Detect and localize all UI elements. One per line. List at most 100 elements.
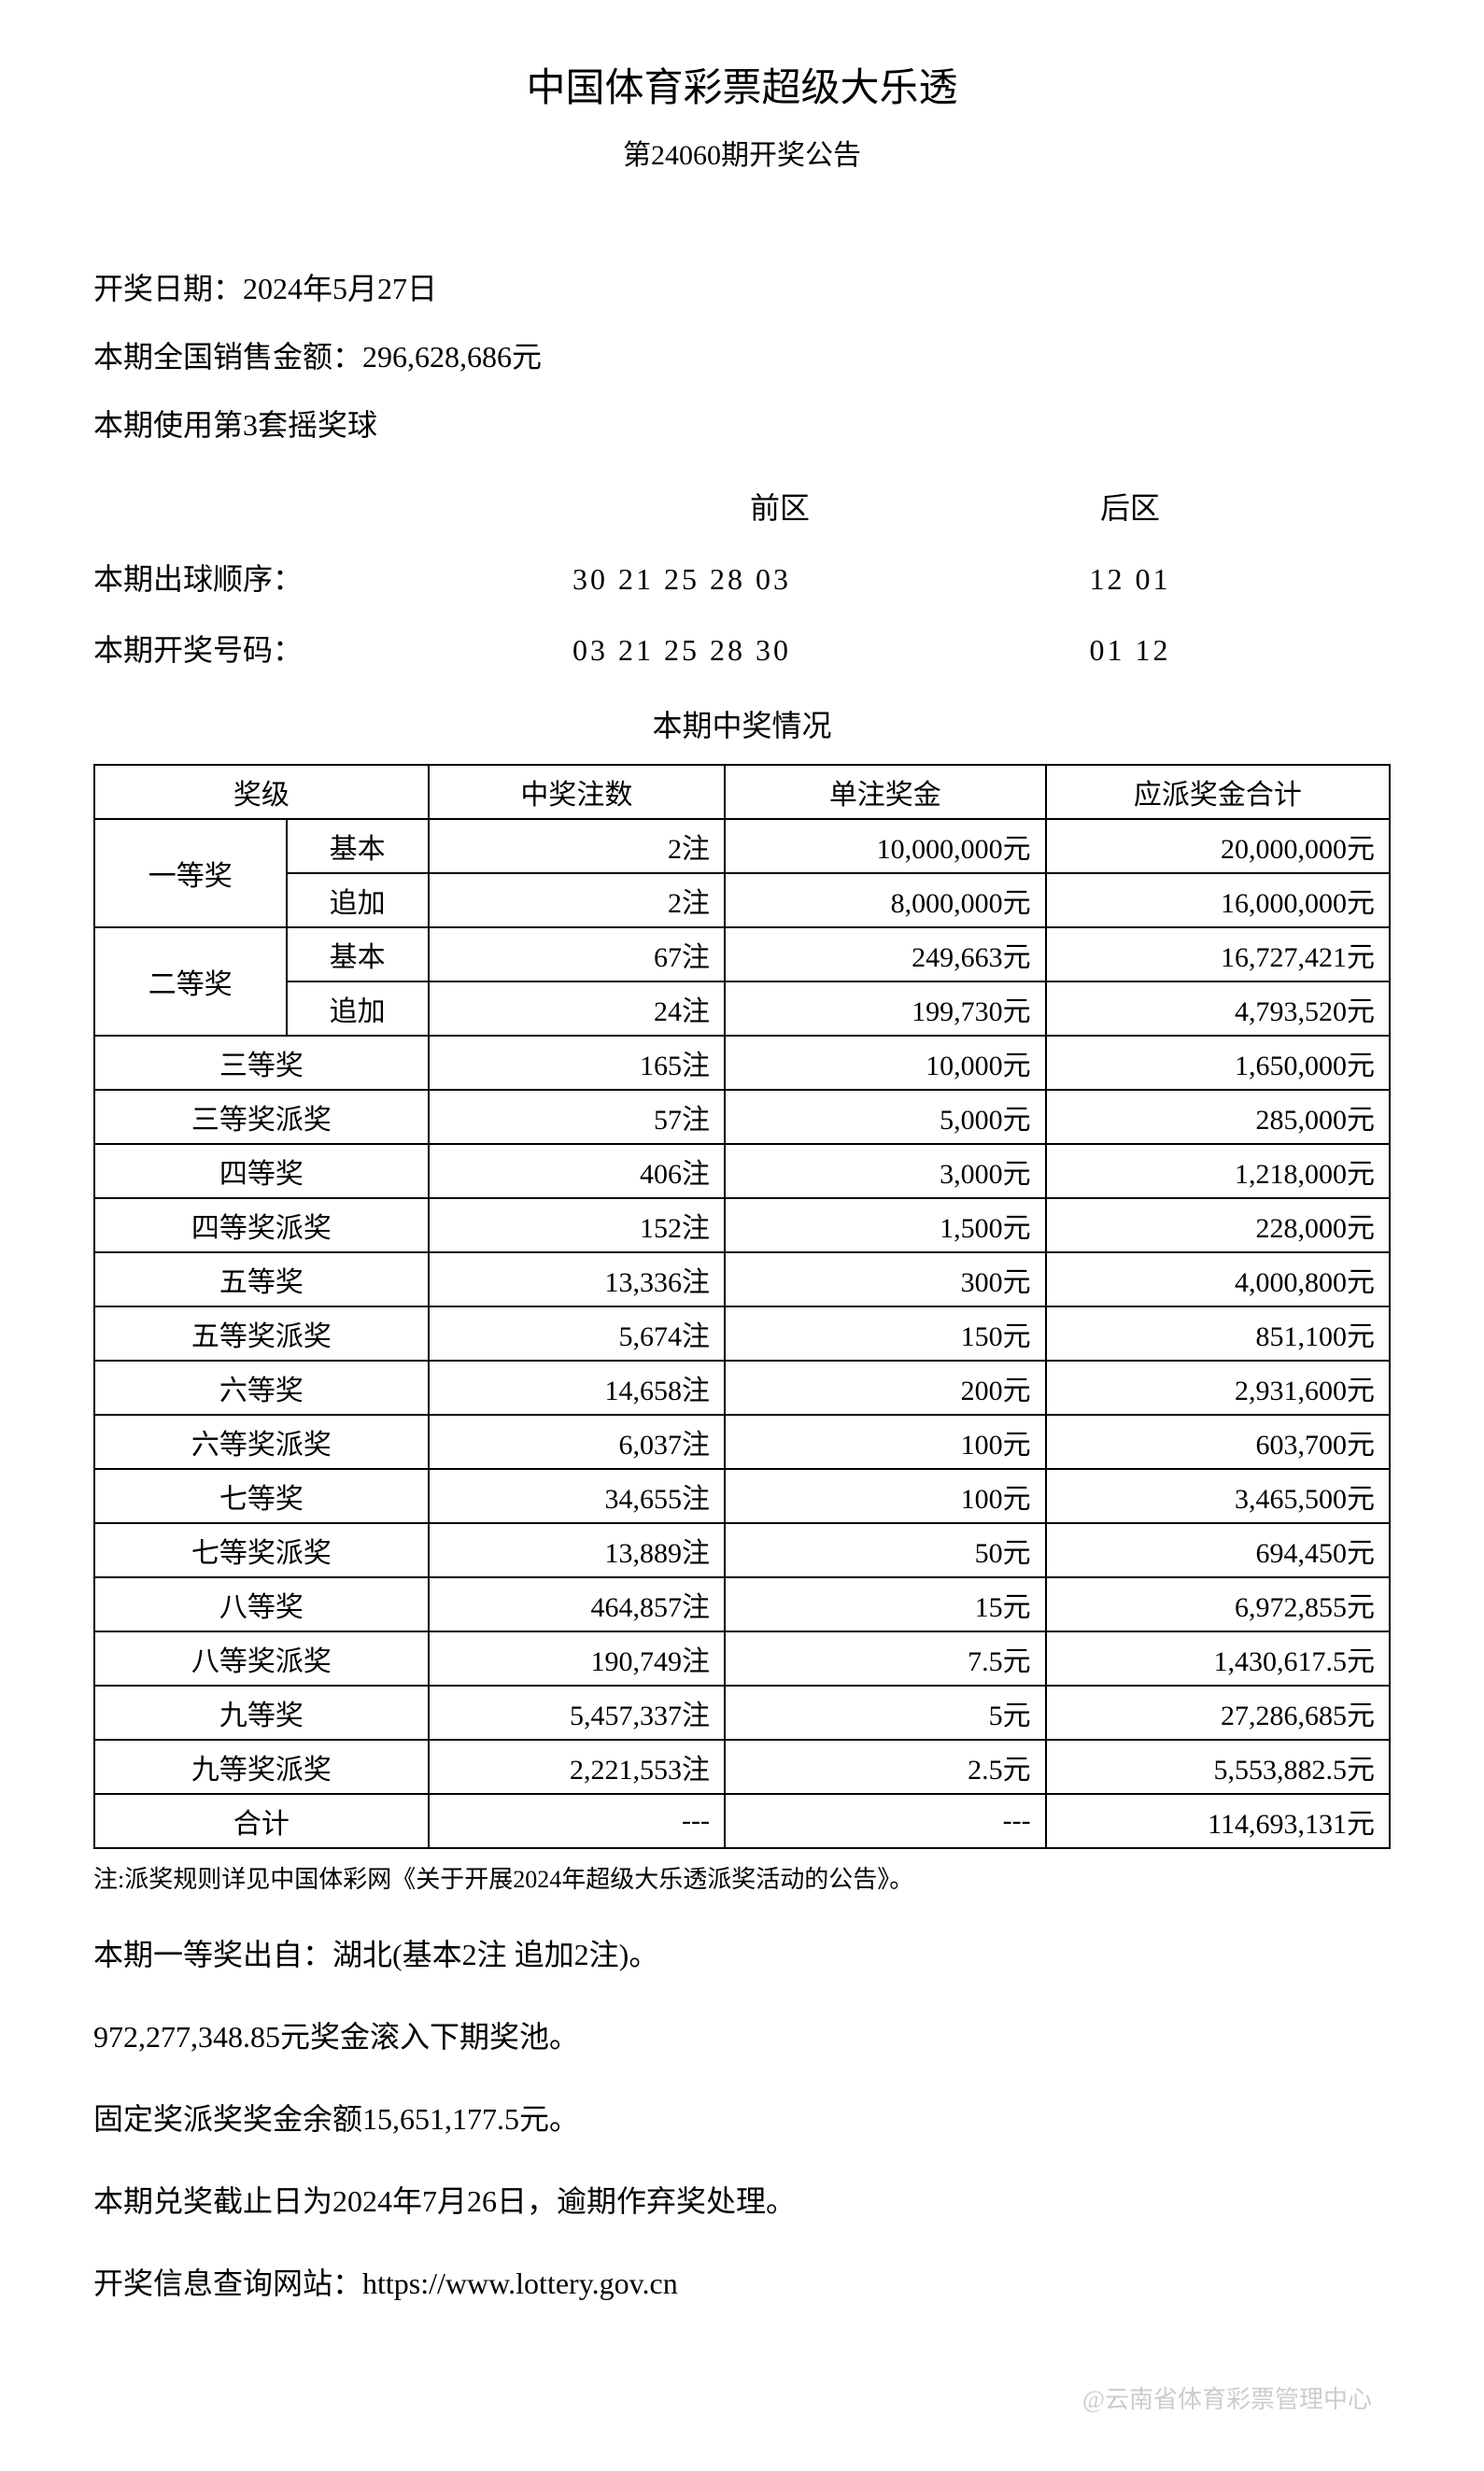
prize-level-label: 九等奖 [94,1686,429,1740]
prize-total: 851,100元 [1046,1306,1390,1361]
first-prize-addon-total: 16,000,000元 [1046,873,1390,927]
second-prize-basic-per: 249,663元 [725,927,1046,981]
prize-count: 34,655注 [429,1469,725,1523]
prize-level-label: 四等奖 [94,1144,429,1198]
header-level: 奖级 [94,765,429,819]
watermark: @云南省体育彩票管理中心 [93,2380,1391,2415]
ball-order-back: 12 01 [990,562,1270,597]
prize-level-label: 五等奖 [94,1252,429,1306]
rollover-amount: 972,277,348.85元奖金滚入下期奖池。 [93,2014,1391,2059]
total-per: --- [725,1794,1046,1848]
second-prize-addon-count: 24注 [429,981,725,1036]
second-prize-basic-label: 基本 [287,927,429,981]
prize-count: 464,857注 [429,1577,725,1631]
table-row: 二等奖 基本 67注 249,663元 16,727,421元 [94,927,1390,981]
prize-count: 165注 [429,1036,725,1090]
prize-per: 100元 [725,1469,1046,1523]
second-prize-addon-label: 追加 [287,981,429,1036]
prize-count: 13,889注 [429,1523,725,1577]
draw-date: 开奖日期：2024年5月27日 [93,266,1391,311]
prize-table: 奖级 中奖注数 单注奖金 应派奖金合计 一等奖 基本 2注 10,000,000… [93,764,1391,1849]
prize-count: 14,658注 [429,1361,725,1415]
page-title-main: 中国体育彩票超级大乐透 [93,56,1391,113]
zone-headers: 前区 后区 [93,485,1391,528]
winning-numbers-label: 本期开奖号码： [93,627,374,670]
prize-count: 57注 [429,1090,725,1144]
table-row: 追加 2注 8,000,000元 16,000,000元 [94,873,1390,927]
prize-total: 4,000,800元 [1046,1252,1390,1306]
website-info: 开奖信息查询网站：https://www.lottery.gov.cn [93,2261,1391,2306]
prize-per: 150元 [725,1306,1046,1361]
prize-count: 13,336注 [429,1252,725,1306]
prize-total: 228,000元 [1046,1198,1390,1252]
total-label: 合计 [94,1794,429,1848]
prize-total: 1,430,617.5元 [1046,1631,1390,1686]
prize-total: 1,218,000元 [1046,1144,1390,1198]
prize-count: 190,749注 [429,1631,725,1686]
prize-count: 2,221,553注 [429,1740,725,1794]
numbers-section: 前区 后区 本期出球顺序： 30 21 25 28 03 12 01 本期开奖号… [93,485,1391,670]
prize-per: 1,500元 [725,1198,1046,1252]
second-prize-addon-per: 199,730元 [725,981,1046,1036]
claim-deadline: 本期兑奖截止日为2024年7月26日，逾期作弃奖处理。 [93,2179,1391,2224]
header-per-prize: 单注奖金 [725,765,1046,819]
prize-per: 100元 [725,1415,1046,1469]
prize-total: 3,465,500元 [1046,1469,1390,1523]
first-prize-basic-per: 10,000,000元 [725,819,1046,873]
ball-order-front: 30 21 25 28 03 [374,562,990,597]
table-row: 一等奖 基本 2注 10,000,000元 20,000,000元 [94,819,1390,873]
prize-per: 7.5元 [725,1631,1046,1686]
table-row: 追加 24注 199,730元 4,793,520元 [94,981,1390,1036]
prize-per: 15元 [725,1577,1046,1631]
prize-per: 200元 [725,1361,1046,1415]
prize-per: 2.5元 [725,1740,1046,1794]
first-prize-addon-count: 2注 [429,873,725,927]
prize-total: 5,553,882.5元 [1046,1740,1390,1794]
second-prize-basic-count: 67注 [429,927,725,981]
first-prize-addon-per: 8,000,000元 [725,873,1046,927]
prize-per: 3,000元 [725,1144,1046,1198]
table-header-row: 奖级 中奖注数 单注奖金 应派奖金合计 [94,765,1390,819]
winning-numbers-back: 01 12 [990,633,1270,668]
sales-amount: 本期全国销售金额：296,628,686元 [93,334,1391,379]
table-row: 八等奖464,857注15元6,972,855元 [94,1577,1390,1631]
page-title-sub: 第24060期开奖公告 [93,132,1391,173]
first-prize-basic-label: 基本 [287,819,429,873]
prize-count: 406注 [429,1144,725,1198]
prize-per: 5,000元 [725,1090,1046,1144]
prize-total: 694,450元 [1046,1523,1390,1577]
table-total-row: 合计------114,693,131元 [94,1794,1390,1848]
winning-numbers-front: 03 21 25 28 30 [374,633,990,668]
prize-level-label: 六等奖派奖 [94,1415,429,1469]
prize-count: 6,037注 [429,1415,725,1469]
table-row: 六等奖派奖6,037注100元603,700元 [94,1415,1390,1469]
prize-total: 2,931,600元 [1046,1361,1390,1415]
second-prize-addon-total: 4,793,520元 [1046,981,1390,1036]
total-amount: 114,693,131元 [1046,1794,1390,1848]
prize-total: 603,700元 [1046,1415,1390,1469]
prize-level-label: 八等奖派奖 [94,1631,429,1686]
footnote: 注:派奖规则详见中国体彩网《关于开展2024年超级大乐透派奖活动的公告》。 [93,1860,1391,1895]
prize-total: 1,650,000元 [1046,1036,1390,1090]
front-zone-label: 前区 [570,485,990,528]
table-row: 八等奖派奖190,749注7.5元1,430,617.5元 [94,1631,1390,1686]
second-prize-label: 二等奖 [94,927,287,1036]
prize-total: 285,000元 [1046,1090,1390,1144]
ball-order-label: 本期出球顺序： [93,556,374,599]
prize-section-title: 本期中奖情况 [93,702,1391,745]
prize-level-label: 六等奖 [94,1361,429,1415]
table-row: 三等奖165注10,000元1,650,000元 [94,1036,1390,1090]
prize-count: 152注 [429,1198,725,1252]
table-row: 四等奖406注3,000元1,218,000元 [94,1144,1390,1198]
prize-level-label: 九等奖派奖 [94,1740,429,1794]
table-row: 七等奖派奖13,889注50元694,450元 [94,1523,1390,1577]
prize-level-label: 三等奖派奖 [94,1090,429,1144]
back-zone-label: 后区 [990,485,1270,528]
ball-set: 本期使用第3套摇奖球 [93,402,1391,447]
prize-level-label: 三等奖 [94,1036,429,1090]
table-row: 五等奖13,336注300元4,000,800元 [94,1252,1390,1306]
first-prize-basic-count: 2注 [429,819,725,873]
prize-level-label: 八等奖 [94,1577,429,1631]
prize-per: 5元 [725,1686,1046,1740]
first-prize-label: 一等奖 [94,819,287,927]
